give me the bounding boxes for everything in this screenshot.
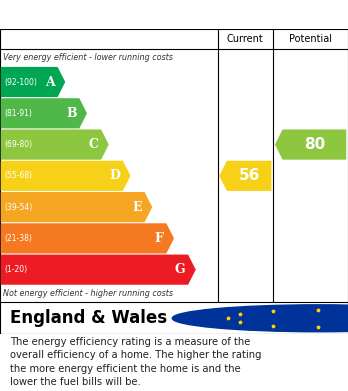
Polygon shape	[1, 98, 87, 128]
Text: (1-20): (1-20)	[4, 265, 27, 274]
Polygon shape	[1, 161, 130, 191]
Polygon shape	[1, 67, 65, 97]
Text: (55-68): (55-68)	[4, 171, 32, 180]
Text: (81-91): (81-91)	[4, 109, 32, 118]
Text: F: F	[155, 232, 164, 245]
Text: Not energy efficient - higher running costs: Not energy efficient - higher running co…	[3, 289, 174, 298]
Text: (92-100): (92-100)	[4, 77, 37, 86]
Text: 2002/91/EC: 2002/91/EC	[224, 320, 281, 330]
Text: E: E	[132, 201, 142, 213]
Text: England & Wales: England & Wales	[10, 309, 168, 327]
Text: 56: 56	[239, 169, 260, 183]
Polygon shape	[1, 223, 174, 253]
Text: C: C	[88, 138, 98, 151]
Text: Very energy efficient - lower running costs: Very energy efficient - lower running co…	[3, 54, 173, 63]
Text: B: B	[66, 107, 77, 120]
Polygon shape	[1, 192, 152, 222]
Polygon shape	[275, 129, 346, 160]
Text: (21-38): (21-38)	[4, 234, 32, 243]
Text: (69-80): (69-80)	[4, 140, 32, 149]
Text: G: G	[175, 263, 185, 276]
Text: EU Directive: EU Directive	[224, 308, 285, 318]
Polygon shape	[1, 129, 109, 160]
Text: A: A	[45, 75, 55, 88]
Text: Potential: Potential	[289, 34, 332, 44]
Polygon shape	[1, 255, 196, 285]
Text: Current: Current	[227, 34, 264, 44]
Text: The energy efficiency rating is a measure of the
overall efficiency of a home. T: The energy efficiency rating is a measur…	[10, 337, 262, 387]
Text: 80: 80	[304, 137, 326, 152]
Text: Energy Efficiency Rating: Energy Efficiency Rating	[10, 7, 232, 22]
Polygon shape	[219, 161, 271, 191]
Circle shape	[172, 305, 348, 332]
Text: (39-54): (39-54)	[4, 203, 32, 212]
Text: D: D	[109, 169, 120, 182]
